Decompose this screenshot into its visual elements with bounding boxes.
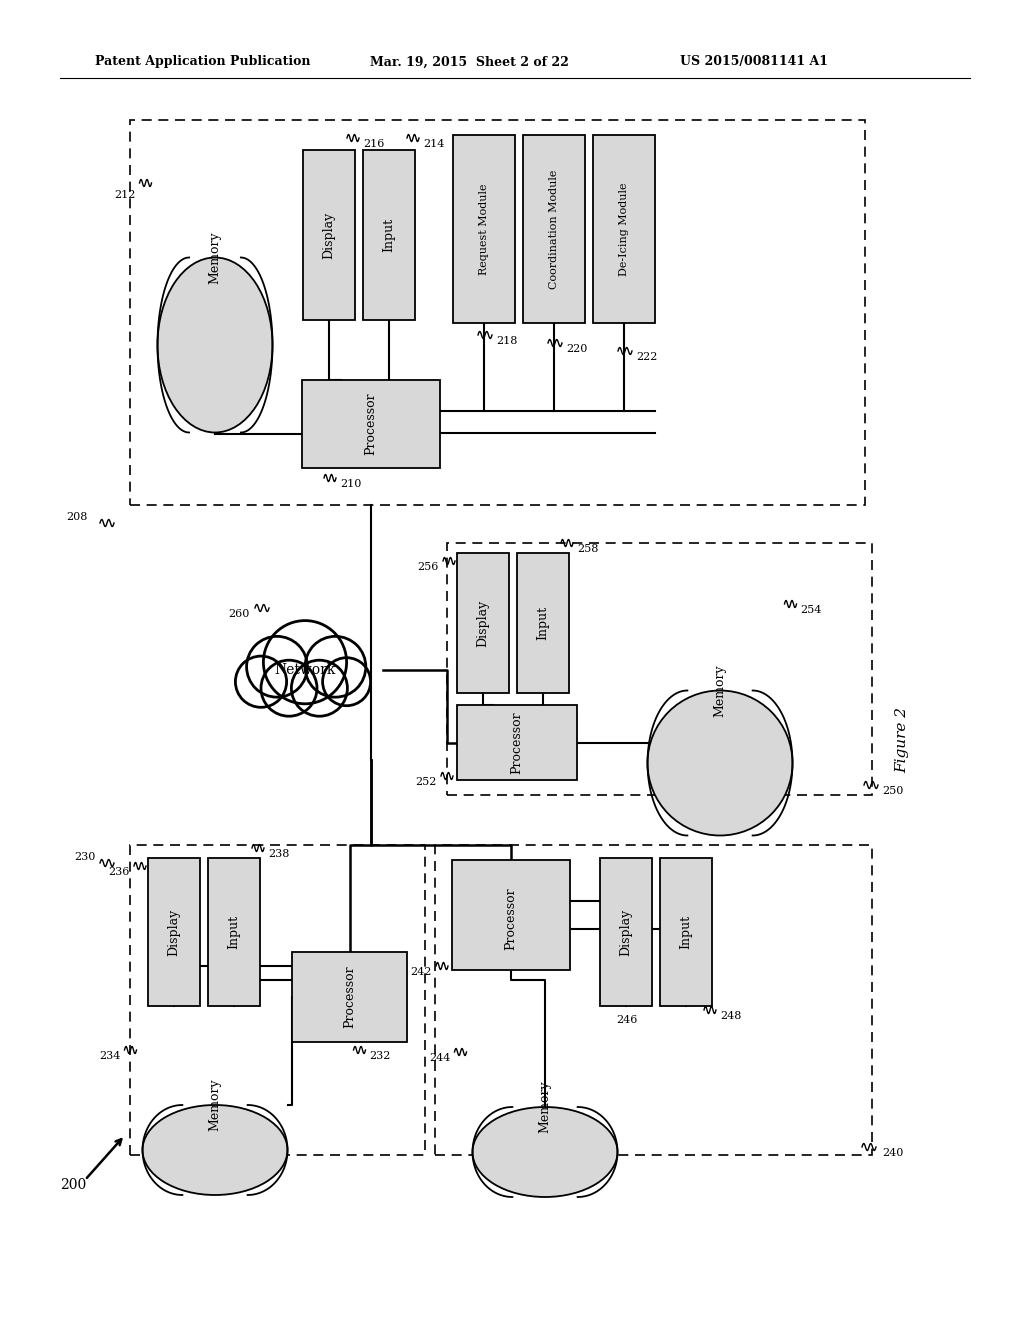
- Text: 210: 210: [340, 479, 361, 488]
- Bar: [130, 845, 425, 1155]
- Text: Memory: Memory: [714, 664, 726, 717]
- Text: Processor: Processor: [505, 887, 517, 950]
- Circle shape: [305, 636, 366, 697]
- Text: 230: 230: [75, 851, 96, 862]
- Text: Processor: Processor: [365, 392, 378, 455]
- Text: 242: 242: [411, 968, 432, 977]
- Bar: [435, 845, 872, 1155]
- Bar: [452, 861, 570, 970]
- Text: Figure 2: Figure 2: [895, 708, 909, 774]
- Circle shape: [323, 657, 371, 706]
- Text: 248: 248: [720, 1011, 741, 1020]
- Text: 218: 218: [496, 337, 517, 346]
- Bar: [600, 858, 652, 1006]
- Circle shape: [292, 660, 347, 717]
- Bar: [453, 135, 515, 323]
- Bar: [148, 858, 200, 1006]
- Text: Input: Input: [227, 915, 241, 949]
- Bar: [208, 858, 260, 1006]
- Text: 250: 250: [882, 785, 903, 796]
- Text: 252: 252: [416, 777, 437, 787]
- Text: Mar. 19, 2015  Sheet 2 of 22: Mar. 19, 2015 Sheet 2 of 22: [370, 55, 569, 69]
- Text: Input: Input: [537, 606, 550, 640]
- Bar: [292, 952, 407, 1041]
- Text: Memory: Memory: [209, 1078, 221, 1131]
- Text: 212: 212: [114, 190, 135, 201]
- Bar: [517, 553, 569, 693]
- Bar: [660, 858, 712, 1006]
- Ellipse shape: [142, 1105, 288, 1195]
- Text: Processor: Processor: [511, 711, 523, 774]
- Text: 216: 216: [362, 139, 384, 149]
- Text: 258: 258: [577, 544, 598, 554]
- Text: Input: Input: [680, 915, 692, 949]
- Text: Display: Display: [323, 211, 336, 259]
- Text: 220: 220: [566, 345, 588, 354]
- Text: 214: 214: [423, 139, 444, 149]
- Ellipse shape: [158, 257, 272, 433]
- Text: De-Icing Module: De-Icing Module: [618, 182, 629, 276]
- Text: 208: 208: [67, 512, 88, 521]
- Text: Processor: Processor: [343, 966, 356, 1028]
- Text: Request Module: Request Module: [479, 183, 489, 275]
- Bar: [523, 135, 585, 323]
- Bar: [130, 120, 865, 506]
- Text: 200: 200: [60, 1177, 86, 1192]
- Text: Display: Display: [476, 599, 489, 647]
- Text: Input: Input: [383, 218, 395, 252]
- Text: 222: 222: [636, 352, 657, 362]
- Bar: [303, 150, 355, 319]
- Text: Patent Application Publication: Patent Application Publication: [95, 55, 310, 69]
- Text: Memory: Memory: [539, 1081, 552, 1134]
- Text: 232: 232: [370, 1051, 391, 1061]
- Bar: [457, 705, 577, 780]
- Text: 260: 260: [228, 609, 250, 619]
- Bar: [302, 380, 440, 469]
- Text: 246: 246: [616, 1015, 637, 1026]
- Circle shape: [261, 660, 317, 717]
- Ellipse shape: [647, 690, 793, 836]
- Text: 240: 240: [882, 1148, 903, 1158]
- Circle shape: [236, 656, 287, 708]
- Text: US 2015/0081141 A1: US 2015/0081141 A1: [680, 55, 828, 69]
- Text: Coordination Module: Coordination Module: [549, 169, 559, 289]
- Circle shape: [263, 620, 346, 704]
- Text: 236: 236: [109, 867, 130, 876]
- Bar: [362, 150, 415, 319]
- Text: 256: 256: [418, 562, 439, 572]
- Text: 254: 254: [801, 605, 822, 615]
- Bar: [447, 543, 872, 795]
- Text: Memory: Memory: [209, 231, 221, 284]
- Bar: [457, 553, 509, 693]
- Text: Display: Display: [620, 908, 633, 956]
- Text: 238: 238: [268, 849, 290, 859]
- Text: Network: Network: [274, 663, 336, 677]
- Text: 234: 234: [99, 1051, 121, 1061]
- Circle shape: [247, 636, 307, 697]
- Bar: [593, 135, 655, 323]
- Text: 244: 244: [429, 1053, 451, 1063]
- Text: Display: Display: [168, 908, 180, 956]
- Ellipse shape: [472, 1107, 617, 1197]
